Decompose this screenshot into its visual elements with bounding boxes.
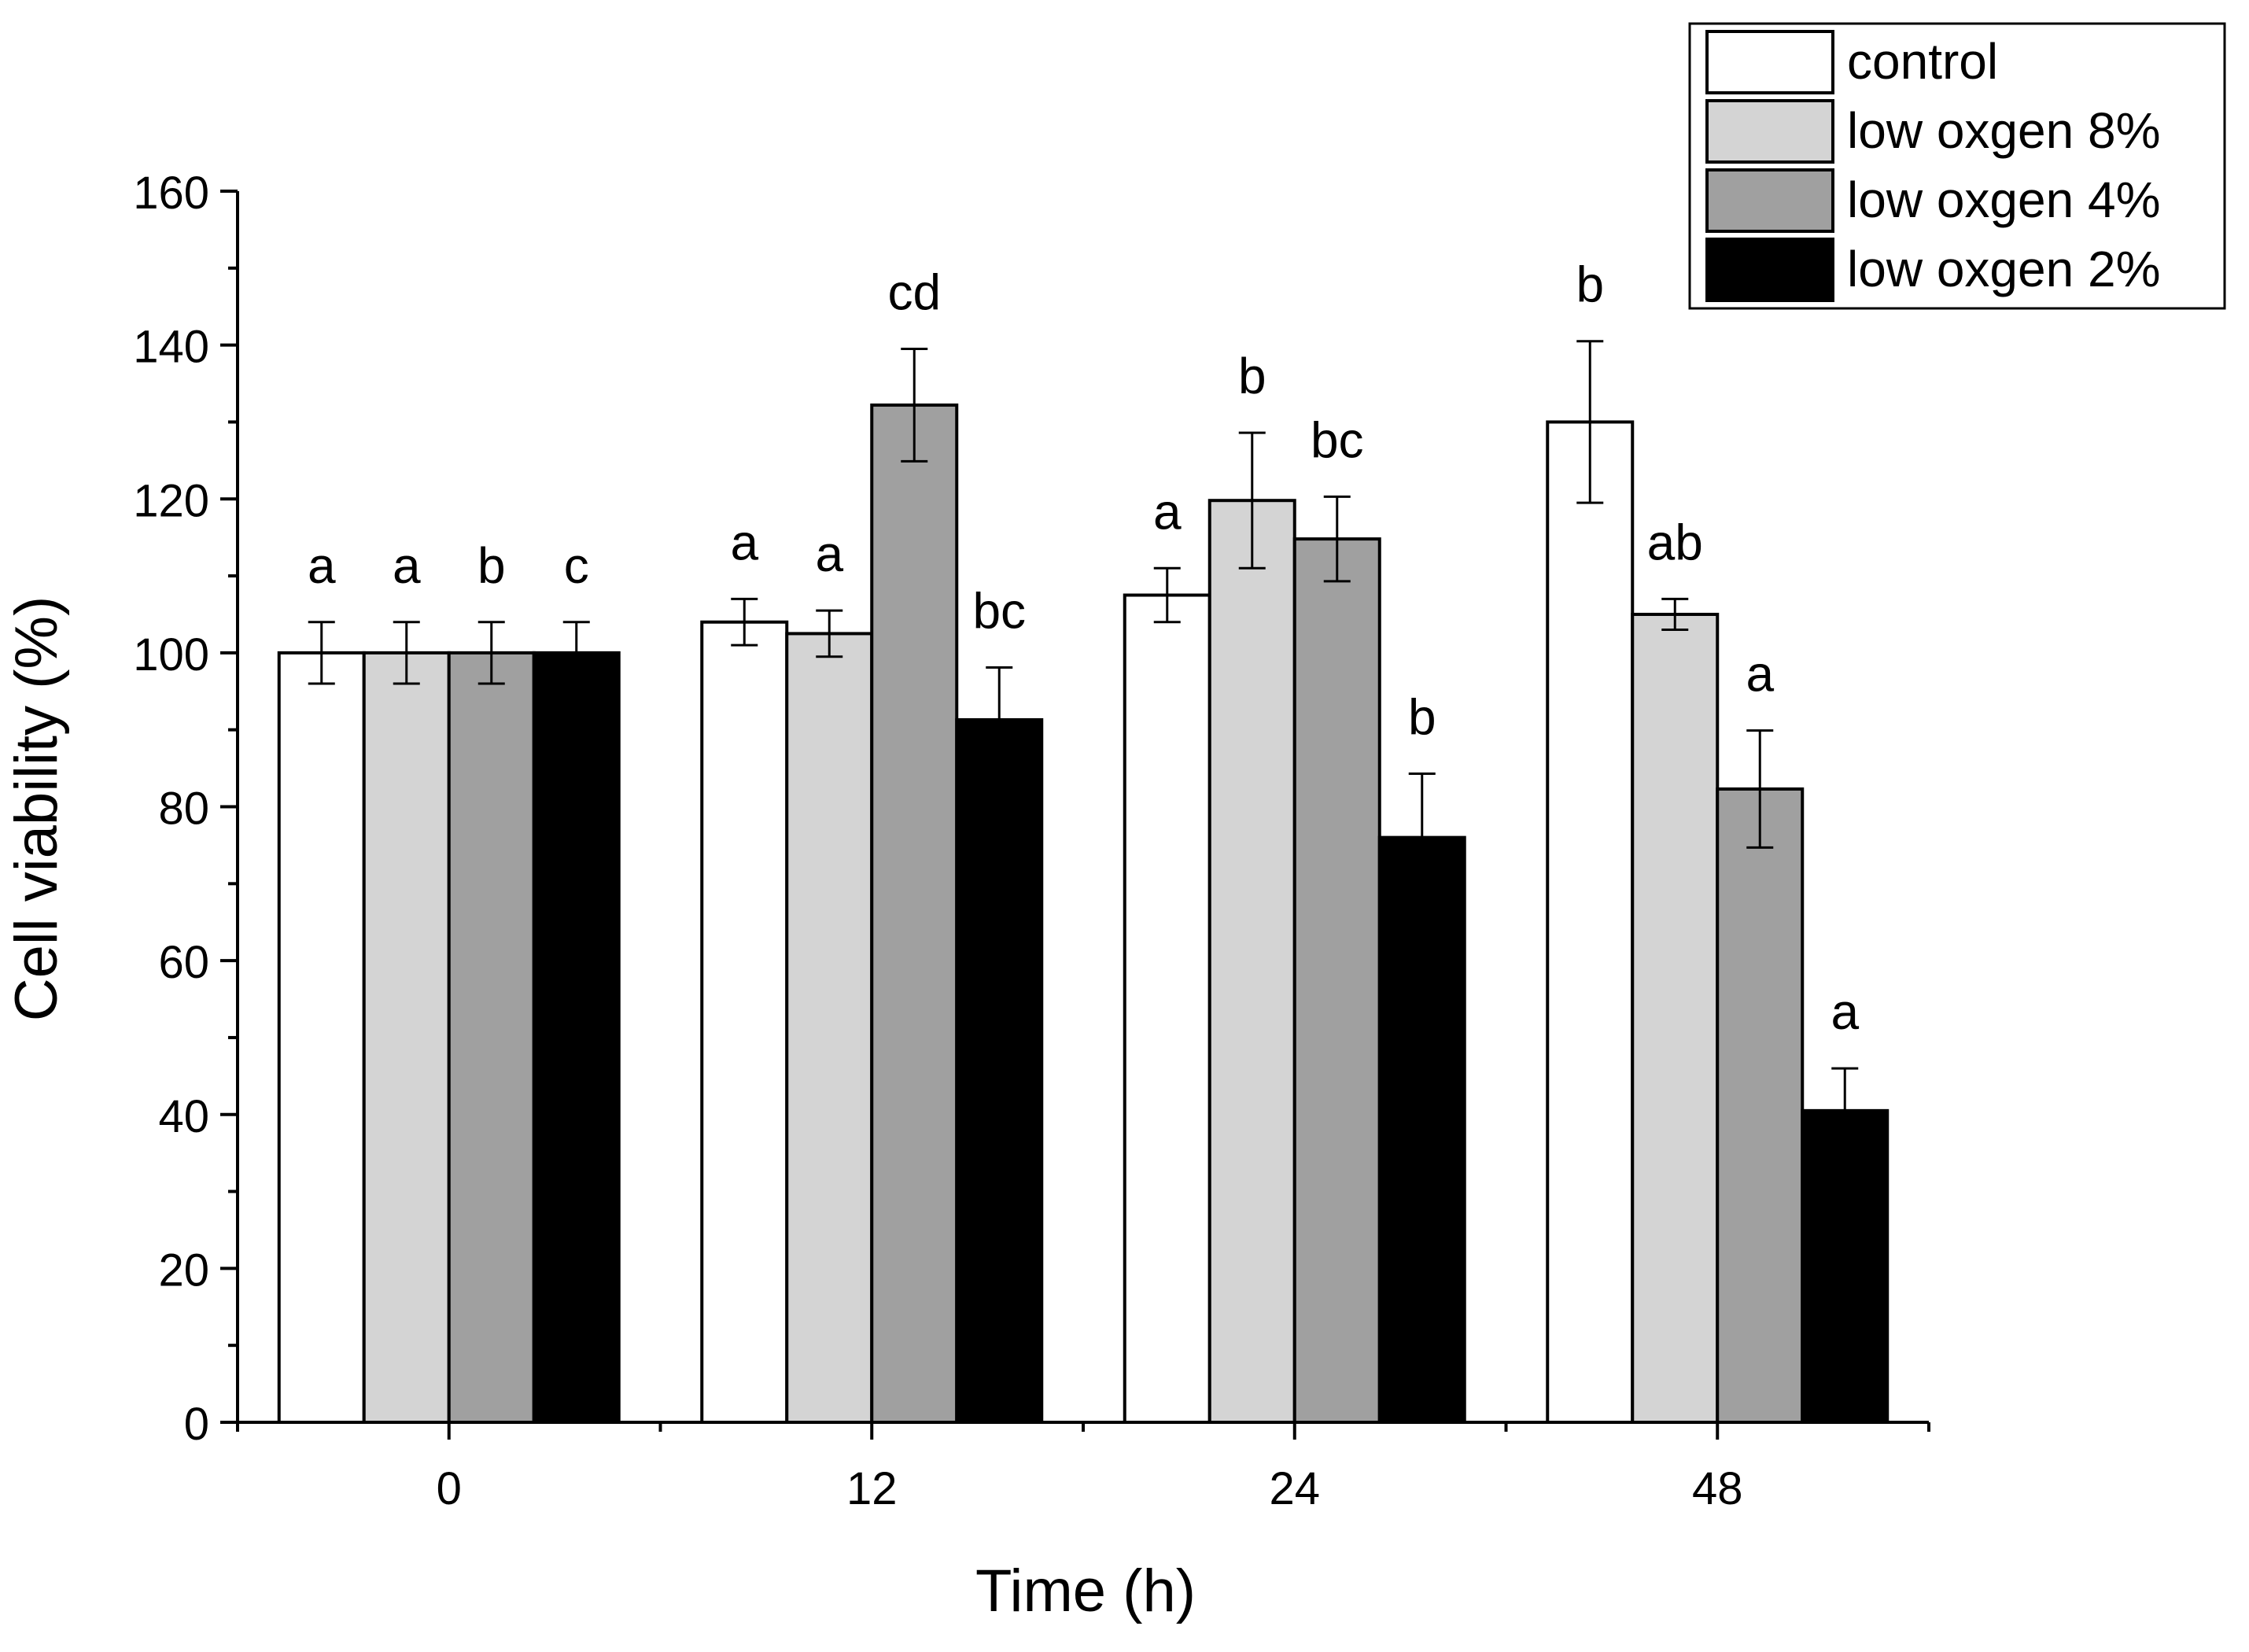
x-tick-label: 48 (1692, 1463, 1743, 1514)
significance-letter: a (1831, 983, 1859, 1040)
bar (870, 403, 959, 1425)
y-tick-label: 0 (184, 1399, 209, 1450)
significance-letter: b (1238, 348, 1266, 404)
y-tick-label: 100 (133, 629, 209, 680)
bar (1292, 537, 1381, 1424)
significance-letter: b (1576, 256, 1604, 313)
bar (1377, 835, 1466, 1424)
bar (277, 651, 366, 1424)
bar (362, 651, 451, 1424)
significance-letter: bc (972, 582, 1026, 639)
significance-letter: a (815, 525, 843, 582)
significance-letter: ab (1647, 514, 1703, 570)
significance-letter: b (1408, 688, 1436, 745)
bar (447, 651, 536, 1424)
bar (1207, 499, 1296, 1424)
significance-letter: bc (1311, 411, 1364, 468)
legend-label: low oxgen 2% (1847, 241, 2160, 297)
bar (532, 651, 621, 1424)
significance-letter: a (730, 514, 758, 570)
legend-label: low oxgen 8% (1847, 102, 2160, 159)
significance-letter: a (1153, 483, 1182, 540)
legend-swatch (1705, 238, 1834, 302)
y-tick-label: 40 (158, 1091, 209, 1142)
y-axis-title: Cell viability (%) (3, 596, 70, 1022)
axes: 0 20 40 60 80 100 120 140 160 0 12 24 48 (133, 168, 1930, 1514)
x-tick-label: 12 (846, 1463, 898, 1514)
bar (955, 717, 1044, 1424)
bar (1716, 787, 1805, 1424)
legend-swatch (1705, 168, 1834, 233)
significance-letter: c (564, 537, 589, 594)
x-axis-title: Time (h) (975, 1558, 1196, 1624)
significance-letter: a (1746, 646, 1774, 702)
bar (1631, 612, 1720, 1424)
legend-label: low oxgen 4% (1847, 171, 2160, 228)
y-tick-label: 20 (158, 1245, 209, 1296)
y-tick-label: 140 (133, 322, 209, 373)
bar (1123, 593, 1211, 1424)
legend-label: control (1847, 33, 1998, 90)
x-tick-label: 0 (437, 1463, 462, 1514)
bar (700, 620, 789, 1424)
significance-letter: b (477, 537, 506, 594)
bars (277, 340, 1890, 1425)
y-tick-label: 120 (133, 475, 209, 526)
legend: control low oxgen 8% low oxgen 4% low oxgen… (1688, 22, 2226, 310)
legend-swatch (1705, 30, 1834, 94)
bar (785, 632, 874, 1424)
x-tick-label: 24 (1269, 1463, 1320, 1514)
bar (1546, 420, 1635, 1424)
legend-swatch (1705, 99, 1834, 164)
significance-letter: a (308, 537, 336, 594)
significance-letter: cd (887, 264, 941, 321)
y-tick-label: 160 (133, 168, 209, 219)
y-tick-label: 80 (158, 784, 209, 835)
y-tick-label: 60 (158, 937, 209, 988)
significance-letter: a (393, 537, 421, 594)
bar (1801, 1108, 1890, 1424)
